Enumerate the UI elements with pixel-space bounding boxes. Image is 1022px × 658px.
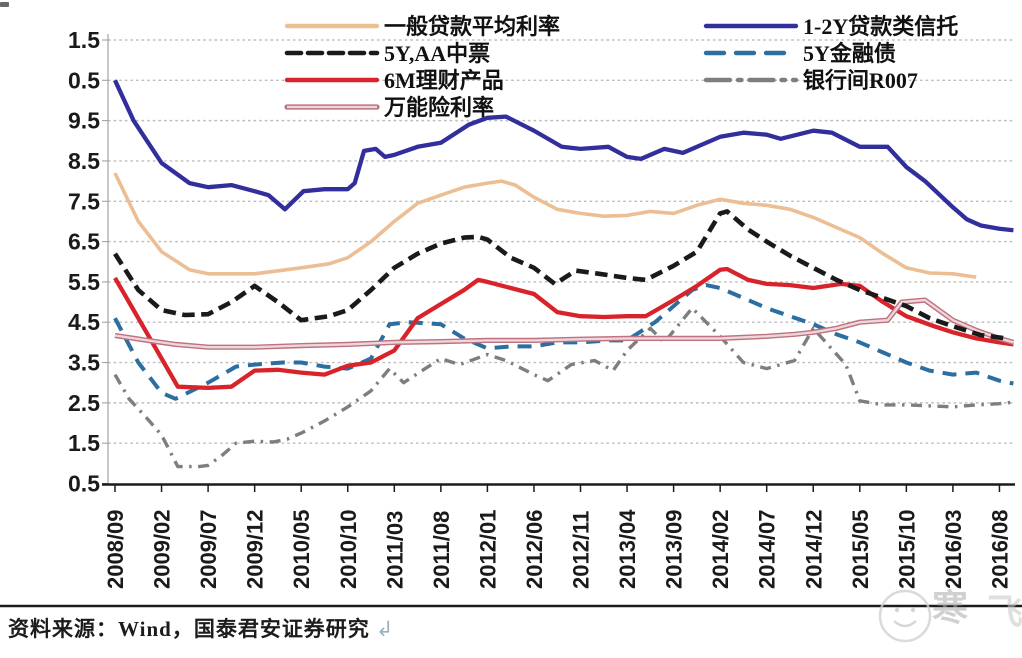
x-axis-label: 2012/11	[569, 511, 594, 589]
x-axis-label: 2009/07	[196, 509, 221, 589]
y-axis-label: 0.5	[68, 471, 100, 497]
legend-label: 6M理财产品	[384, 68, 504, 93]
y-axis-label: 8.5	[68, 148, 100, 174]
x-axis-label: 2010/10	[336, 509, 361, 589]
x-axis-label: 2014/12	[801, 509, 826, 589]
gridlines	[108, 39, 1013, 444]
watermark-face-eye	[910, 607, 916, 613]
watermark-char: 寒	[932, 588, 968, 628]
x-axis-label: 2011/08	[429, 511, 454, 589]
x-axis-label: 2008/09	[103, 509, 128, 589]
y-axis-label: 9.5	[68, 108, 100, 134]
legend-label: 银行间R007	[803, 68, 918, 93]
y-axis-label: 3.5	[68, 350, 100, 376]
series-line-3	[113, 283, 1014, 401]
series-line-2	[113, 306, 1014, 469]
y-axis-label: 2.5	[68, 390, 100, 416]
x-axis-label: 2014/07	[755, 509, 780, 589]
x-axis-label: 2015/10	[894, 509, 919, 589]
watermark: 寒飞	[878, 588, 1022, 643]
y-axis-label: 4.5	[68, 309, 100, 335]
source-note-text: 资料来源：Wind，国泰君安证券研究	[8, 617, 370, 641]
axes	[102, 34, 1015, 492]
x-axis-label: 2013/09	[662, 509, 687, 589]
x-axis-label: 2012/06	[522, 509, 547, 589]
series-lines	[113, 79, 1015, 469]
y-axis-label: 5.5	[68, 269, 100, 295]
x-axis-label: 2009/12	[243, 509, 268, 589]
y-axis-label: 1.5	[68, 430, 100, 456]
x-axis-label: 2010/05	[289, 509, 314, 589]
watermark-char: 飞	[987, 592, 1022, 632]
return-mark-icon: ↲	[375, 617, 395, 641]
y-axis-label: 0.5	[68, 67, 100, 93]
legend-label: 5Y,AA中票	[384, 41, 490, 66]
series-line-0	[113, 172, 977, 279]
legend-label: 5Y金融债	[803, 41, 896, 66]
series-line-4	[113, 266, 1014, 391]
x-axis-label: 2014/02	[708, 509, 733, 589]
series-line-5-inner	[114, 298, 1014, 349]
series-line-6	[113, 209, 1007, 341]
legend-label: 万能险利率	[383, 95, 494, 120]
x-axis-label: 2013/04	[615, 509, 640, 589]
x-axis-label: 2011/03	[382, 511, 407, 589]
watermark-face-smile	[893, 620, 917, 628]
y-axis-label: 6.5	[68, 229, 100, 255]
source-note: 资料来源：Wind，国泰君安证券研究 ↲	[8, 613, 608, 643]
watermark-face-circle	[878, 589, 932, 643]
y-axis-label: 7.5	[68, 188, 100, 214]
legend-label: 1-2Y贷款类信托	[803, 14, 958, 39]
x-axis-label: 2016/03	[941, 509, 966, 589]
y-axis-label: 1.5	[68, 27, 100, 53]
x-axis-labels: 2008/09 2009/02 2009/07 2009/12 2010/05 2010/…	[103, 509, 1012, 589]
x-axis-label: 2016/08	[987, 509, 1012, 589]
legend-label: 一般贷款平均利率	[384, 14, 560, 39]
watermark-face-eye	[894, 607, 900, 613]
x-axis-label: 2015/05	[848, 509, 873, 589]
corner-artifact	[0, 2, 9, 7]
x-axis-label: 2009/02	[150, 509, 175, 589]
series-line-1	[113, 79, 1014, 233]
x-axis-label: 2012/01	[475, 509, 500, 589]
y-axis-labels: 1.5 0.5 9.5 8.5 7.5 6.5 5.5 4.5 3.5 2.5 1.5 0.5	[68, 27, 100, 497]
